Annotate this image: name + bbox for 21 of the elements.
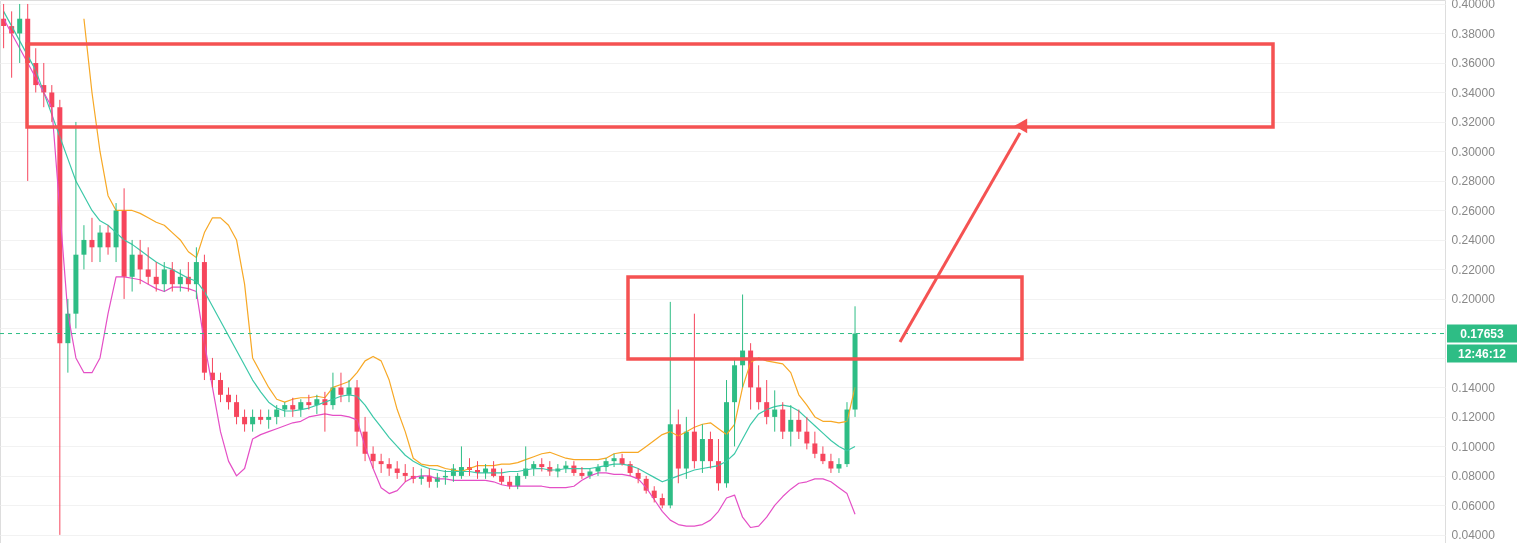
y-tick-label: 0.34000: [1451, 85, 1496, 100]
y-tick-label: 0.38000: [1451, 26, 1496, 41]
text: 12:46:12: [1457, 346, 1507, 361]
y-tick-label: 0.12000: [1451, 410, 1496, 425]
y-tick-label: 0.24000: [1451, 233, 1496, 248]
candlestick: [386, 457, 392, 477]
y-tick-label: 0.26000: [1451, 203, 1496, 218]
y-tick-label: 0.30000: [1451, 144, 1496, 159]
y-tick-label: 0.22000: [1451, 262, 1496, 277]
y-tick-label: 0.10000: [1451, 439, 1496, 454]
candlestick: [290, 397, 296, 418]
y-tick-label: 0.14000: [1451, 380, 1496, 395]
y-tick-label: 0.40000: [1451, 0, 1496, 12]
y-tick-label: 0.28000: [1451, 174, 1496, 189]
y-tick-label: 0.06000: [1451, 498, 1496, 513]
y-tick-label: 0.08000: [1451, 469, 1496, 484]
y-tick-label: 0.20000: [1451, 292, 1496, 307]
y-tick-label: 0.04000: [1451, 528, 1496, 543]
y-tick-label: 0.32000: [1451, 115, 1496, 130]
y-tick-label: 0.36000: [1451, 56, 1496, 71]
ref-line-label: 0.17653: [1460, 326, 1505, 341]
